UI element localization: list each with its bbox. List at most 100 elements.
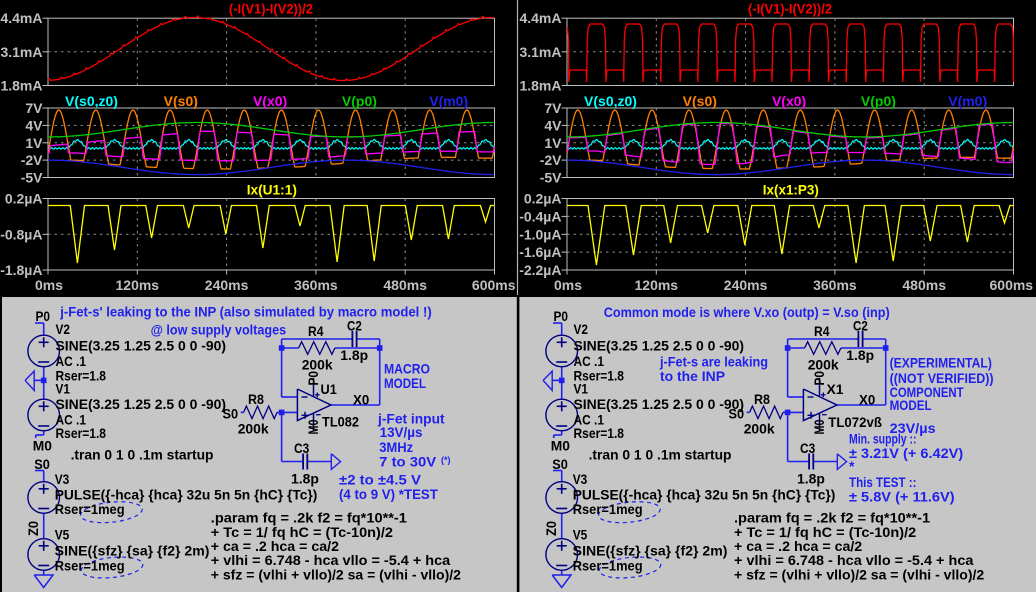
svg-text:AC .1: AC .1 — [574, 412, 605, 428]
svg-text:R4: R4 — [308, 323, 324, 339]
svg-text:3.1mA: 3.1mA — [519, 44, 561, 60]
svg-text:0ms: 0ms — [35, 277, 63, 293]
svg-text:Ix(x1:P3): Ix(x1:P3) — [763, 182, 819, 198]
svg-text:V2: V2 — [56, 321, 71, 337]
svg-text:PULSE({-hca} {hca} 32u 5n 5n {: PULSE({-hca} {hca} 32u 5n 5n {hC} {Tc}) — [55, 487, 318, 503]
svg-text:.param fq = .2k f2 = fq*10**-1: .param fq = .2k f2 = fq*10**-1 — [211, 510, 407, 526]
svg-text:3MHz: 3MHz — [379, 439, 413, 455]
svg-text:+ sfz = (vlhi + vllo)/2 sa = (: + sfz = (vlhi + vllo)/2 sa = (vlhi - vll… — [734, 567, 984, 583]
svg-text:± 5.8V (+ 11.6V): ± 5.8V (+ 11.6V) — [849, 489, 955, 505]
svg-text:0.2µA: 0.2µA — [5, 191, 43, 207]
svg-text:S0: S0 — [34, 456, 50, 472]
svg-text:1V: 1V — [25, 135, 43, 151]
svg-text:PULSE({-hca} {hca} 32u 5n 5n {: PULSE({-hca} {hca} 32u 5n 5n {hC} {Tc}) — [573, 487, 836, 503]
svg-text:600ms: 600ms — [472, 277, 516, 293]
svg-text:+ ca = .2 hca = ca/2: + ca = .2 hca = ca/2 — [211, 538, 339, 554]
svg-text:SINE(3.25 1.25 2.5 0 0 -90): SINE(3.25 1.25 2.5 0 0 -90) — [574, 396, 745, 412]
svg-text:MODEL: MODEL — [890, 397, 932, 413]
svg-text:U1: U1 — [321, 381, 337, 397]
svg-text:M0: M0 — [305, 419, 321, 434]
svg-text:360ms: 360ms — [813, 277, 857, 293]
svg-text:240ms: 240ms — [205, 277, 249, 293]
svg-text:AC .1: AC .1 — [56, 412, 87, 428]
svg-text:V(s0): V(s0) — [683, 93, 717, 109]
svg-text:SINE(3.25 1.25 2.5 0 0 -90): SINE(3.25 1.25 2.5 0 0 -90) — [56, 338, 227, 354]
svg-text:(-I(V1)-I(V2))/2: (-I(V1)-I(V2))/2 — [229, 1, 313, 17]
svg-text:Ix(U1:1): Ix(U1:1) — [247, 182, 297, 198]
svg-text:V(p0): V(p0) — [861, 93, 896, 109]
svg-text:+ vlhi = 6.748 - hca vllo = -5: + vlhi = 6.748 - hca vllo = -5.4 + hca — [734, 552, 974, 568]
svg-text:S0: S0 — [223, 406, 239, 422]
svg-text:Rser=1meg: Rser=1meg — [573, 558, 643, 574]
svg-text:V3: V3 — [55, 471, 70, 487]
svg-text:Z0: Z0 — [543, 521, 559, 536]
svg-text:4.4mA: 4.4mA — [519, 10, 561, 26]
svg-text:P0: P0 — [554, 308, 569, 324]
svg-text:Rser=1meg: Rser=1meg — [573, 501, 643, 517]
svg-text:V(x0): V(x0) — [253, 93, 287, 109]
svg-text:R4: R4 — [814, 323, 830, 339]
svg-text:Rser=1.8: Rser=1.8 — [574, 425, 625, 441]
svg-text:TL082: TL082 — [322, 414, 359, 430]
svg-text:V(s0,z0): V(s0,z0) — [65, 93, 118, 109]
svg-text:120ms: 120ms — [116, 277, 160, 293]
svg-text:j-Fet-s are leaking: j-Fet-s are leaking — [659, 354, 768, 370]
svg-text:.param fq = .2k f2 = fq*10**-1: .param fq = .2k f2 = fq*10**-1 — [734, 510, 930, 526]
svg-text:R8: R8 — [754, 391, 770, 407]
svg-text:V(m0): V(m0) — [429, 93, 468, 109]
svg-text:C2: C2 — [853, 318, 868, 334]
svg-text:7V: 7V — [544, 100, 562, 116]
svg-text:SINE(3.25 1.25 2.5 0 0 -90): SINE(3.25 1.25 2.5 0 0 -90) — [56, 396, 227, 412]
svg-text:600ms: 600ms — [990, 277, 1034, 293]
svg-text:1.8p: 1.8p — [846, 347, 874, 363]
svg-text:480ms: 480ms — [902, 277, 946, 293]
svg-text:(4 to 9 V) *TEST: (4 to 9 V) *TEST — [339, 486, 438, 502]
svg-text:13V/µs: 13V/µs — [380, 424, 423, 440]
svg-text:SINE({sfz} {sa} {f2} 2m): SINE({sfz} {sa} {f2} 2m) — [55, 543, 210, 559]
svg-text:200k: 200k — [238, 421, 269, 437]
svg-text:-1.0µA: -1.0µA — [519, 226, 561, 242]
svg-text:-5V: -5V — [21, 170, 43, 186]
svg-text:-5V: -5V — [540, 170, 562, 186]
svg-text:(-I(V1)-I(V2))/2: (-I(V1)-I(V2))/2 — [748, 1, 832, 17]
svg-text:200k: 200k — [808, 357, 839, 373]
svg-text:-2V: -2V — [540, 152, 562, 168]
svg-text:M0: M0 — [551, 438, 570, 454]
svg-text:0ms: 0ms — [554, 277, 582, 293]
svg-text:MACRO: MACRO — [384, 361, 430, 377]
svg-text:Rser=1.8: Rser=1.8 — [56, 425, 107, 441]
svg-text:R8: R8 — [248, 391, 264, 407]
svg-text:-1.6µA: -1.6µA — [519, 244, 561, 260]
svg-text:COMPONENT: COMPONENT — [890, 384, 964, 400]
svg-text:to the INP: to the INP — [660, 368, 725, 384]
svg-text:1.8p: 1.8p — [291, 471, 319, 487]
svg-text:(EXPERIMENTAL): (EXPERIMENTAL) — [890, 355, 992, 371]
svg-text:V(s0,z0): V(s0,z0) — [584, 93, 637, 109]
svg-text:+ Tc = 1/ fq hC = (Tc-10n)/2: + Tc = 1/ fq hC = (Tc-10n)/2 — [734, 524, 916, 540]
svg-text:-0.8µA: -0.8µA — [0, 226, 42, 242]
svg-text:.tran 0 1 0 .1m startup: .tran 0 1 0 .1m startup — [71, 447, 214, 463]
svg-text:±2 to ±4.5 V: ±2 to ±4.5 V — [339, 472, 422, 488]
svg-text:-0.4µA: -0.4µA — [519, 208, 561, 224]
svg-text:@ low supply voltages: @ low supply voltages — [151, 322, 287, 338]
svg-text:V(x0): V(x0) — [772, 93, 806, 109]
svg-text:TL072vß: TL072vß — [828, 414, 882, 430]
svg-text:V1: V1 — [56, 381, 71, 397]
svg-text:(*): (*) — [441, 455, 451, 465]
svg-text:-2.2µA: -2.2µA — [519, 262, 561, 278]
svg-text:360ms: 360ms — [294, 277, 338, 293]
svg-text:V(p0): V(p0) — [342, 93, 377, 109]
svg-text:1.8p: 1.8p — [340, 347, 368, 363]
svg-text:M0: M0 — [811, 419, 827, 434]
svg-text:Common mode is where V.xo (out: Common mode is where V.xo (outp) = V.so … — [604, 304, 890, 320]
svg-text:P0: P0 — [811, 371, 827, 386]
svg-text:480ms: 480ms — [383, 277, 427, 293]
svg-text:*: * — [849, 458, 855, 474]
svg-text:4V: 4V — [544, 117, 562, 133]
svg-text:V5: V5 — [573, 527, 588, 543]
svg-text:1.8p: 1.8p — [797, 471, 825, 487]
svg-text:S0: S0 — [552, 456, 568, 472]
svg-text:Z0: Z0 — [25, 521, 41, 536]
svg-text:This TEST ::: This TEST :: — [849, 474, 917, 490]
svg-text:+ ca = .2 hca = ca/2: + ca = .2 hca = ca/2 — [734, 538, 862, 554]
